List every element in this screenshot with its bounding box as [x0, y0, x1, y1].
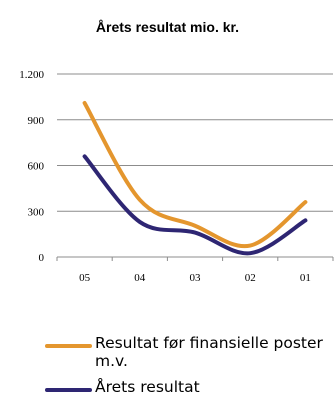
- legend-swatch-resultat-foer-finansielle: [45, 344, 92, 348]
- x-tick-label: 01: [300, 272, 311, 284]
- series-line-1: [82, 154, 308, 256]
- x-tick-label: 03: [190, 272, 202, 284]
- y-tick-label: 1.200: [19, 69, 44, 81]
- series-line-0: [82, 100, 308, 249]
- y-tick-label: 300: [28, 206, 45, 218]
- plot-area: 0 300 600 900 1.200 05 04 03 02 01: [19, 69, 334, 284]
- y-tick-label: 0: [39, 252, 45, 264]
- x-tick-label: 02: [245, 272, 256, 284]
- y-axis-ticks: 0 300 600 900 1.200: [19, 69, 44, 264]
- x-tick-label: 04: [134, 272, 146, 284]
- chart-title: Årets resultat mio. kr.: [95, 19, 240, 35]
- x-tick-label: 05: [79, 272, 91, 284]
- legend-item-resultat-foer-finansielle: Resultat før finansielle poster m.v.: [45, 334, 330, 370]
- legend-swatch-aarets-resultat: [45, 388, 92, 392]
- y-tick-label: 900: [28, 115, 45, 127]
- series-lines: [82, 100, 308, 256]
- x-axis-ticks: 05 04 03 02 01: [56, 257, 334, 284]
- legend-label-resultat-foer-finansielle: Resultat før finansielle poster m.v.: [95, 334, 323, 370]
- y-tick-label: 600: [28, 161, 45, 173]
- gridlines: [57, 73, 333, 258]
- legend-item-aarets-resultat: Årets resultat: [45, 378, 330, 402]
- legend-label-aarets-resultat: Årets resultat: [95, 378, 200, 396]
